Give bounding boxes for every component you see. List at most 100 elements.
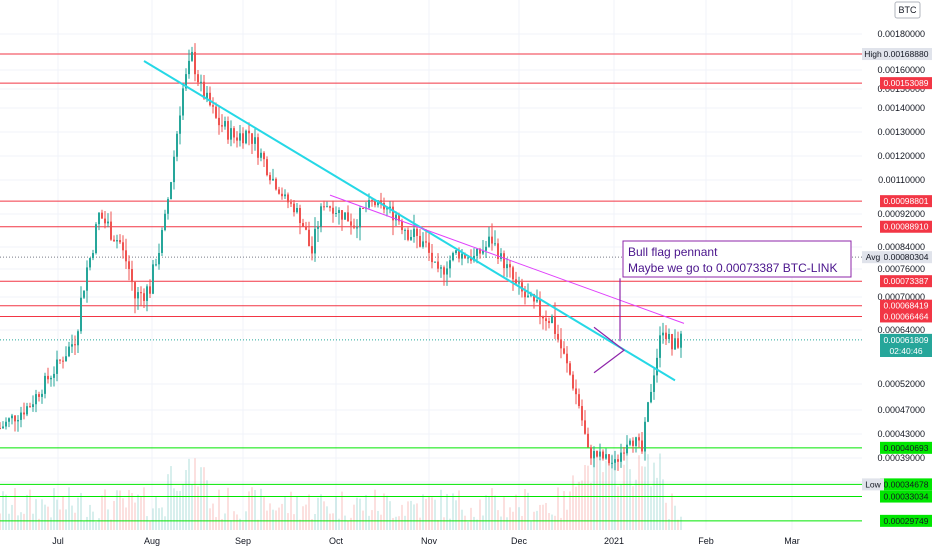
candle-body <box>194 51 196 75</box>
candle-body <box>29 406 31 408</box>
volume-bar <box>65 509 67 530</box>
candle-body <box>161 230 163 253</box>
candle-body <box>500 253 502 259</box>
candle-body <box>590 447 592 459</box>
level-badge-label: 0.00061809 <box>884 335 929 345</box>
candle-body <box>185 74 187 89</box>
volume-bar <box>227 487 229 530</box>
candle-body <box>215 106 217 118</box>
candle-body <box>485 246 487 251</box>
candle-body <box>5 421 7 427</box>
candle-body <box>518 282 520 284</box>
y-tick-label: 0.00110000 <box>878 175 925 185</box>
volume-bar <box>290 491 292 530</box>
candle-body <box>0 428 1 429</box>
candle-body <box>47 375 49 380</box>
candle-body <box>227 121 229 140</box>
volume-bar <box>482 515 484 530</box>
volume-bar <box>470 507 472 530</box>
candle-body <box>629 440 631 445</box>
volume-bar <box>506 517 508 530</box>
candle-body <box>650 391 652 403</box>
candle-body <box>341 210 343 220</box>
level-badge-label: 0.00168880 <box>884 49 929 59</box>
candle-body <box>419 235 421 247</box>
y-tick-label: 0.00076000 <box>877 264 925 274</box>
volume-bar <box>503 497 505 530</box>
candle-body <box>251 133 253 144</box>
volume-bar <box>446 493 448 530</box>
candle-body <box>572 374 574 389</box>
candle-body <box>269 175 271 181</box>
volume-bar <box>143 487 145 530</box>
volume-bar <box>2 491 4 530</box>
volume-bar <box>128 489 130 530</box>
candle-body <box>503 253 505 269</box>
level-badge <box>880 310 932 323</box>
candle-body <box>128 261 130 270</box>
volume-bar <box>356 497 358 530</box>
volume-bar <box>95 521 97 530</box>
price-axis[interactable]: 0.001800000.001600000.001500000.00140000… <box>862 0 932 550</box>
volume-bar <box>263 497 265 530</box>
candle-body <box>308 229 310 247</box>
candle-body <box>671 334 673 350</box>
volume-bar <box>341 491 343 530</box>
candle-body <box>626 444 628 454</box>
volume-bar <box>242 521 244 530</box>
candle-body <box>392 206 394 221</box>
level-badge <box>880 195 932 208</box>
volume-bar <box>515 494 517 530</box>
volume-bar <box>161 507 163 530</box>
level-badge <box>880 48 932 61</box>
candle-body <box>140 292 142 294</box>
volume-bar <box>647 454 649 530</box>
volume-bar <box>368 515 370 530</box>
volume-bar <box>497 510 499 530</box>
time-axis[interactable]: Jul Aug Sep Oct Nov Dec 2021 Feb Mar <box>52 536 800 546</box>
candle-body <box>371 200 373 202</box>
volume-bar <box>80 492 82 530</box>
candle-body <box>263 152 265 160</box>
volume-bar <box>287 513 289 530</box>
candle-body <box>329 206 331 208</box>
volume-bar <box>173 488 175 530</box>
volume-bar <box>542 504 544 530</box>
candle-body <box>257 137 259 158</box>
candle-body <box>548 321 550 323</box>
annotation-line-1: Bull flag pennant <box>628 245 718 259</box>
volume-bar <box>311 519 313 530</box>
volume-bar <box>413 504 415 530</box>
candle-body <box>335 212 337 214</box>
annotation-line-2: Maybe we go to 0.00073387 BTC-LINK <box>628 261 837 275</box>
candle-body <box>389 206 391 209</box>
volume-bar <box>110 519 112 530</box>
currency-box: BTC <box>894 1 921 19</box>
candle-body <box>578 394 580 407</box>
candle-body <box>599 451 601 457</box>
candle-body <box>107 221 109 224</box>
candle-body <box>581 406 583 421</box>
volume-bar <box>374 489 376 530</box>
trendlines <box>143 60 685 382</box>
volume-bar <box>77 497 79 530</box>
x-tick-label: Nov <box>421 536 438 546</box>
volume-bar <box>275 510 277 530</box>
candle-body <box>413 228 415 237</box>
volume-bar <box>209 508 211 530</box>
level-badge <box>880 77 932 90</box>
level-tag-label: High <box>864 49 882 59</box>
volume-bar <box>260 488 262 530</box>
candle-body <box>242 133 244 144</box>
candlesticks <box>0 43 682 471</box>
level-badge-label: 0.00080304 <box>884 252 929 262</box>
candle-body <box>314 228 316 254</box>
candle-body <box>116 240 118 242</box>
volume-bar <box>557 487 559 530</box>
level-badge-label: 0.00040693 <box>884 443 929 453</box>
volume-bar <box>644 466 646 530</box>
volume-bar <box>410 500 412 530</box>
y-tick-label: 0.00043000 <box>877 429 925 439</box>
volume-bar <box>620 484 622 530</box>
